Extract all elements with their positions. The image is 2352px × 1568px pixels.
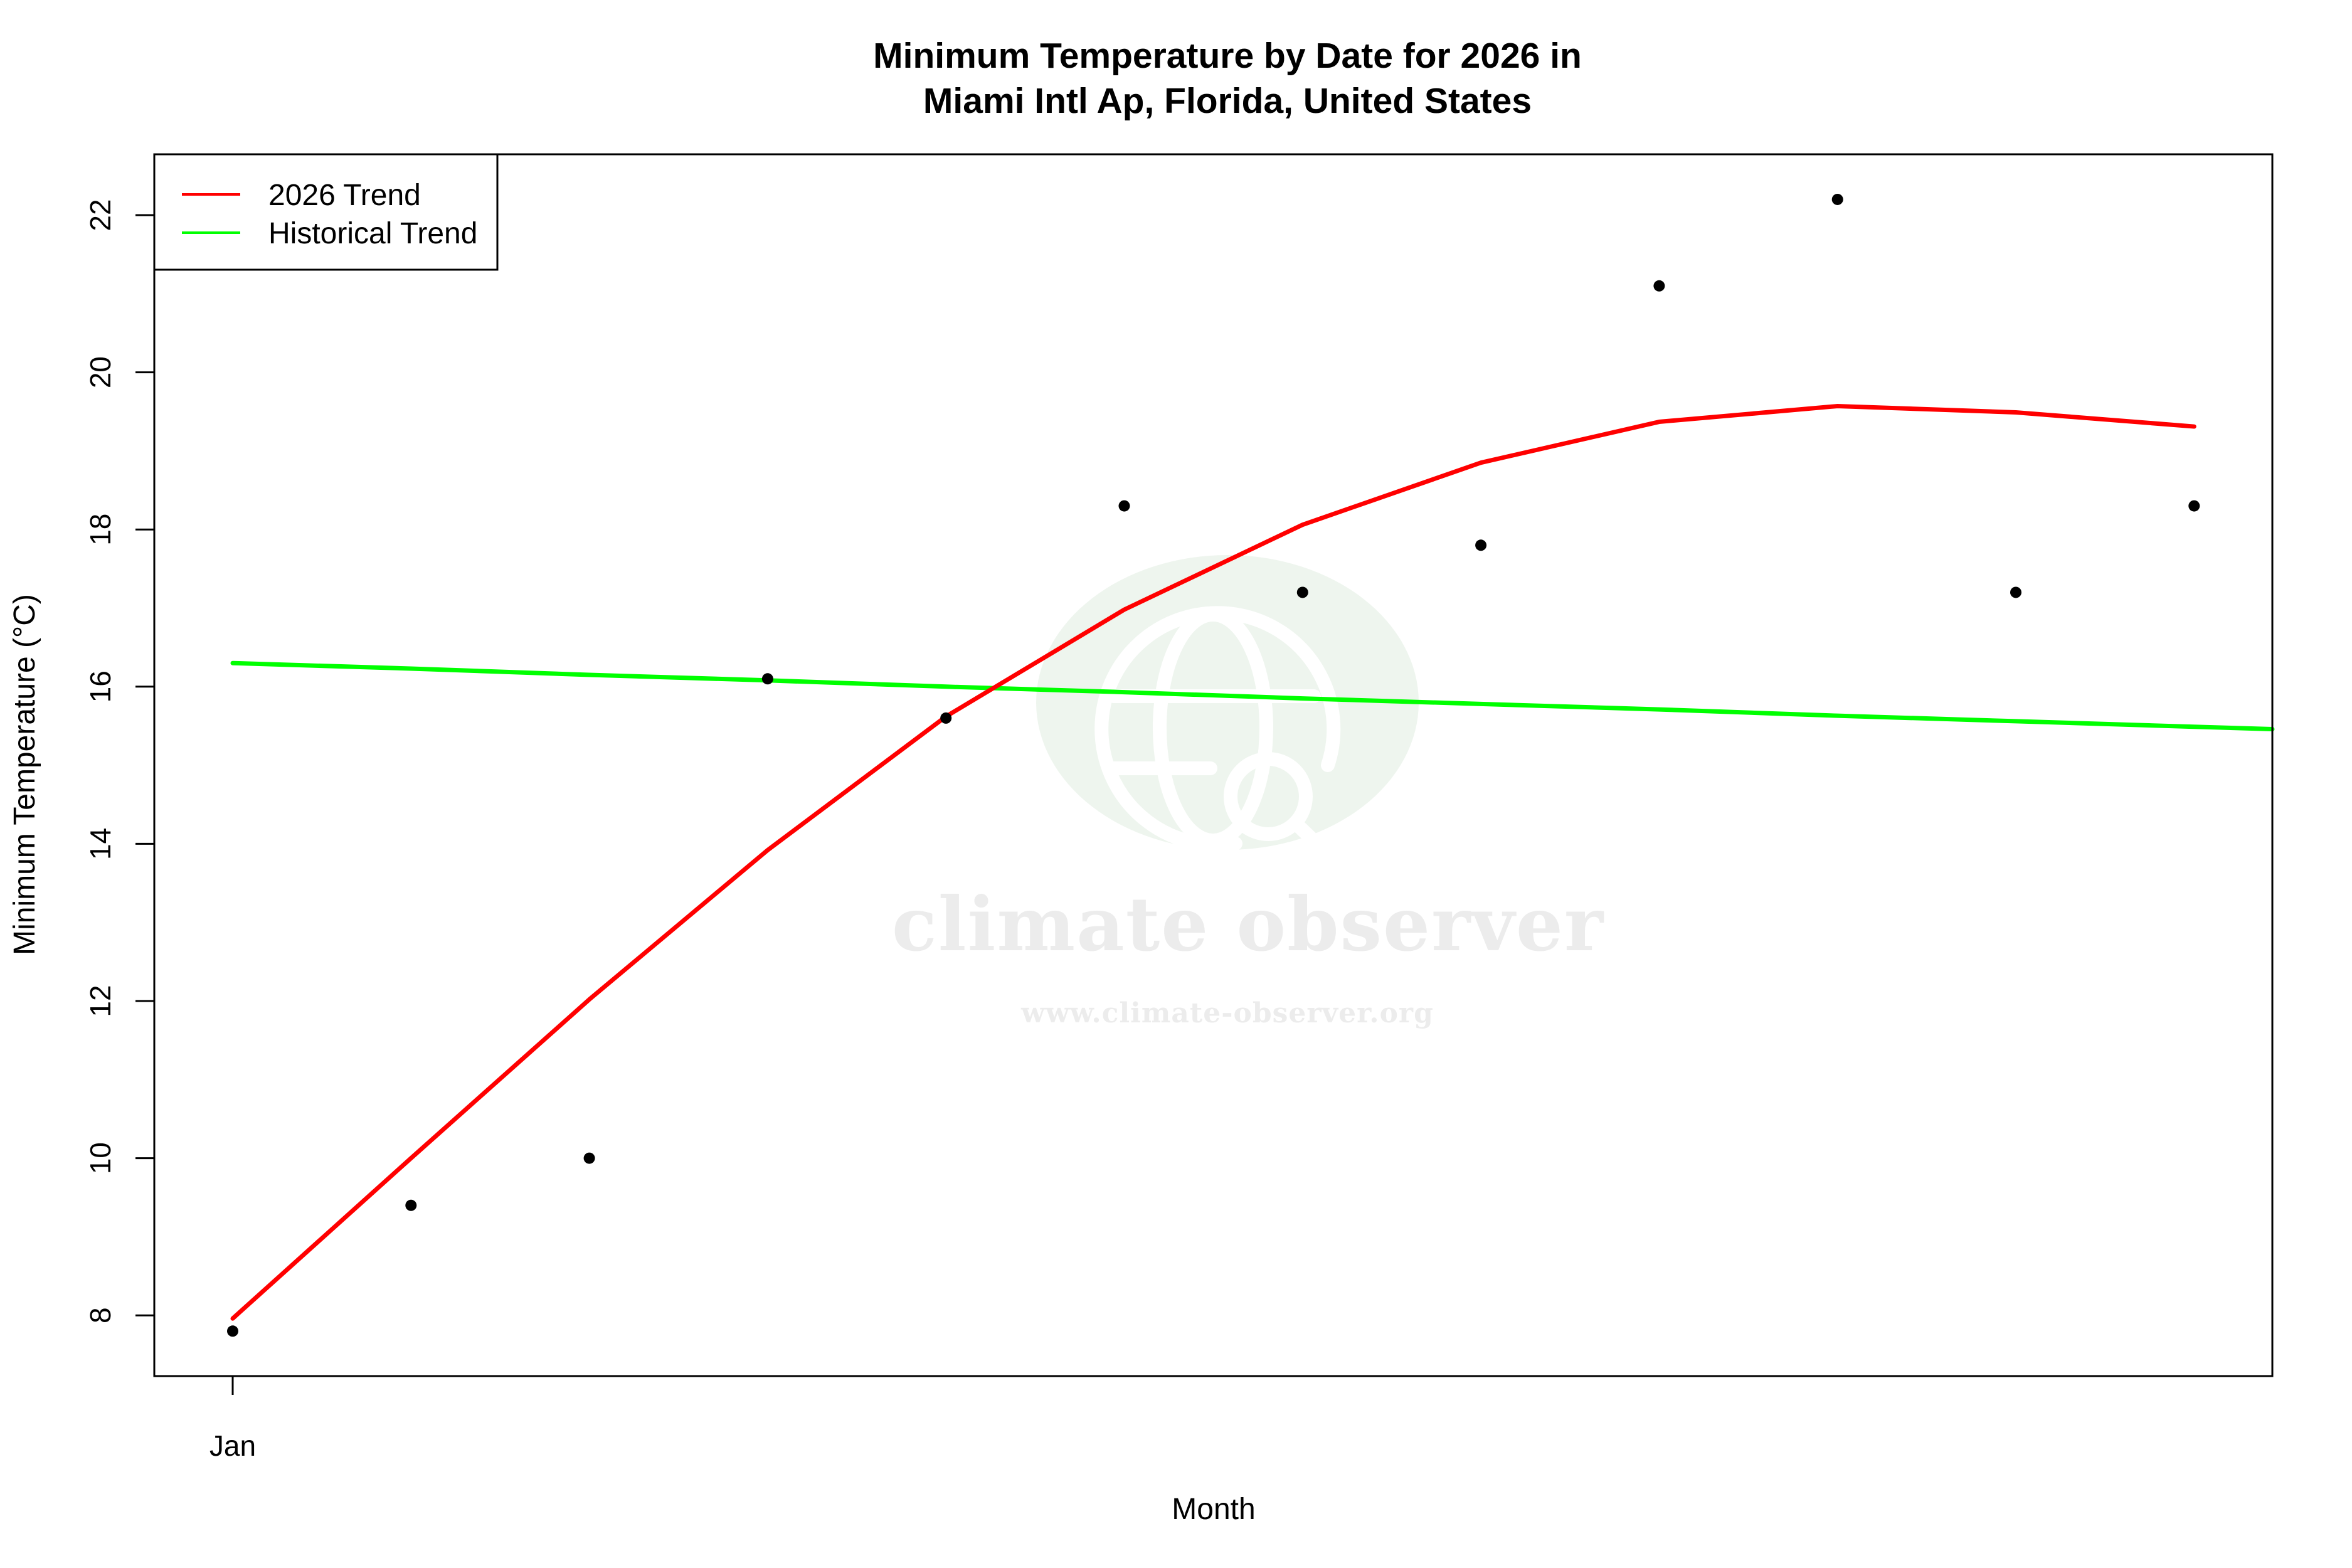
y-tick-label: 22 [84, 199, 117, 231]
observed-points [227, 193, 2200, 1337]
legend-label-2026-trend: 2026 Trend [268, 179, 421, 212]
watermark-brand: climate observer [892, 881, 1604, 968]
historical-trend-line [230, 660, 2275, 731]
trend-2026-path [230, 403, 2196, 1321]
data-point [2010, 586, 2021, 598]
data-point [1296, 586, 1308, 598]
historical-trend-path [230, 660, 2275, 731]
plot-area-border [153, 153, 2274, 1377]
watermark: climate observer www.climate-observer.or… [892, 555, 1604, 1029]
y-tick-label: 10 [84, 1142, 117, 1174]
data-point [1475, 539, 1487, 551]
data-point [2188, 500, 2200, 512]
y-tick-label: 16 [84, 670, 117, 702]
y-tick-label: 8 [84, 1307, 117, 1323]
x-tick-label: Jan [209, 1429, 256, 1462]
y-tick-label: 12 [84, 985, 117, 1017]
y-axis-label: Minimum Temperature (°C) [8, 594, 41, 955]
y-axis: 8 10 12 14 16 18 20 22 [84, 199, 154, 1323]
y-tick-label: 18 [84, 514, 117, 546]
trend-2026-line [230, 403, 2196, 1321]
watermark-url: www.climate-observer.org [1020, 997, 1434, 1029]
chart-title-line1: Minimum Temperature by Date for 2026 in [873, 36, 1582, 76]
legend-box [153, 153, 499, 271]
data-point [227, 1325, 238, 1337]
data-point [761, 673, 773, 685]
data-point [940, 712, 952, 724]
data-point [583, 1152, 595, 1164]
legend: 2026 Trend Historical Trend [153, 153, 499, 271]
data-point [1653, 280, 1665, 292]
legend-label-historical-trend: Historical Trend [268, 217, 477, 250]
y-tick-label: 20 [84, 356, 117, 388]
data-point [1831, 193, 1843, 205]
chart-title-line2: Miami Intl Ap, Florida, United States [923, 81, 1532, 121]
data-point [1118, 500, 1130, 512]
data-point [405, 1199, 417, 1211]
x-axis-label: Month [1172, 1493, 1255, 1526]
y-tick-label: 14 [84, 828, 117, 860]
x-axis: Jan [209, 1376, 256, 1462]
